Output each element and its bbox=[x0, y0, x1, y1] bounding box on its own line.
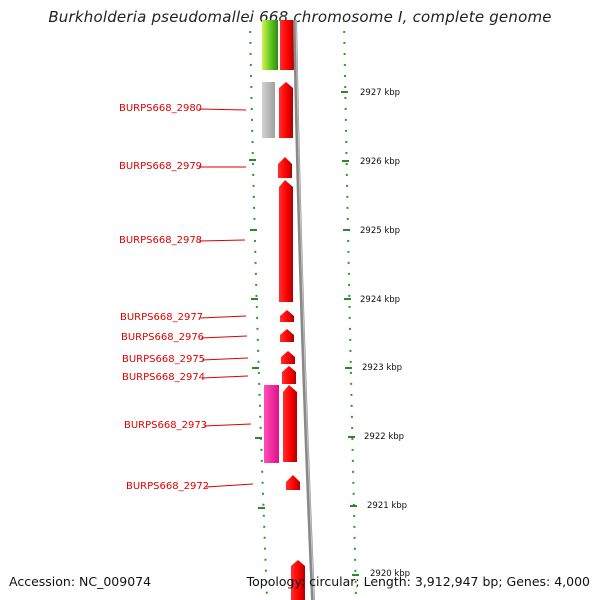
gene-label: BURPS668_2975 bbox=[122, 354, 205, 365]
gene-arrows bbox=[278, 20, 305, 600]
genome-backbone-highlight bbox=[295, 19, 315, 600]
gene-label-line bbox=[198, 108, 247, 111]
green-feature bbox=[262, 20, 278, 70]
scale-tick-label: 2924 kbp bbox=[360, 295, 400, 305]
map-title: Burkholderia pseudomallei 668 chromosome… bbox=[48, 8, 552, 26]
scale-tick-label: 2923 kbp bbox=[362, 363, 402, 373]
gene-label: BURPS668_2976 bbox=[121, 332, 204, 343]
gene-label: BURPS668_2977 bbox=[120, 312, 203, 323]
gene-arrow bbox=[282, 366, 296, 384]
scale-tick-label: 2926 kbp bbox=[360, 157, 400, 167]
gene-arrow bbox=[283, 385, 297, 462]
gene-arrow bbox=[280, 329, 294, 342]
scale-tick-label: 2921 kbp bbox=[367, 501, 407, 511]
gene-label-line bbox=[201, 357, 249, 361]
dotted-track-left bbox=[249, 19, 268, 599]
scale-tick-labels: 2927 kbp 2926 kbp 2925 kbp 2924 kbp 2923 kbp… bbox=[360, 88, 410, 579]
gene-arrow bbox=[280, 20, 294, 70]
gene-label-line bbox=[203, 423, 252, 427]
gene-label-line bbox=[198, 239, 246, 242]
scale-tick-label: 2920 kbp bbox=[370, 569, 410, 579]
scale-tick-label: 2925 kbp bbox=[360, 226, 400, 236]
topology-text: Topology: circular; Length: 3,912,947 bp… bbox=[246, 574, 590, 589]
gene-arrow bbox=[291, 560, 305, 600]
gene-label: BURPS668_2979 bbox=[119, 161, 202, 172]
scale-tick-label: 2922 kbp bbox=[364, 432, 404, 442]
gene-arrow bbox=[279, 82, 293, 138]
gene-labels: BURPS668_2980 BURPS668_2979 BURPS668_2978 B… bbox=[119, 103, 254, 492]
gene-arrow bbox=[280, 310, 294, 322]
gene-label-line bbox=[205, 483, 254, 488]
scale-tick-label: 2927 kbp bbox=[360, 88, 400, 98]
accession-text: Accession: NC_009074 bbox=[9, 574, 152, 589]
gene-arrow bbox=[279, 180, 293, 302]
gene-arrow bbox=[286, 475, 300, 490]
gray-feature bbox=[262, 82, 275, 138]
gene-arrow bbox=[281, 351, 295, 364]
gene-label: BURPS668_2974 bbox=[122, 372, 205, 383]
gene-label: BURPS668_2980 bbox=[119, 103, 202, 114]
pink-feature bbox=[264, 385, 279, 463]
gene-label-line bbox=[199, 315, 247, 319]
gene-arrow bbox=[278, 157, 292, 178]
gene-label: BURPS668_2978 bbox=[119, 235, 202, 246]
genome-backbone bbox=[293, 19, 315, 600]
gene-label-line bbox=[200, 335, 248, 339]
gene-label: BURPS668_2972 bbox=[126, 481, 209, 492]
right-track-ticks bbox=[341, 91, 359, 576]
dotted-track-right bbox=[343, 19, 357, 599]
gene-label-line bbox=[201, 375, 249, 379]
gene-label: BURPS668_2973 bbox=[124, 420, 207, 431]
